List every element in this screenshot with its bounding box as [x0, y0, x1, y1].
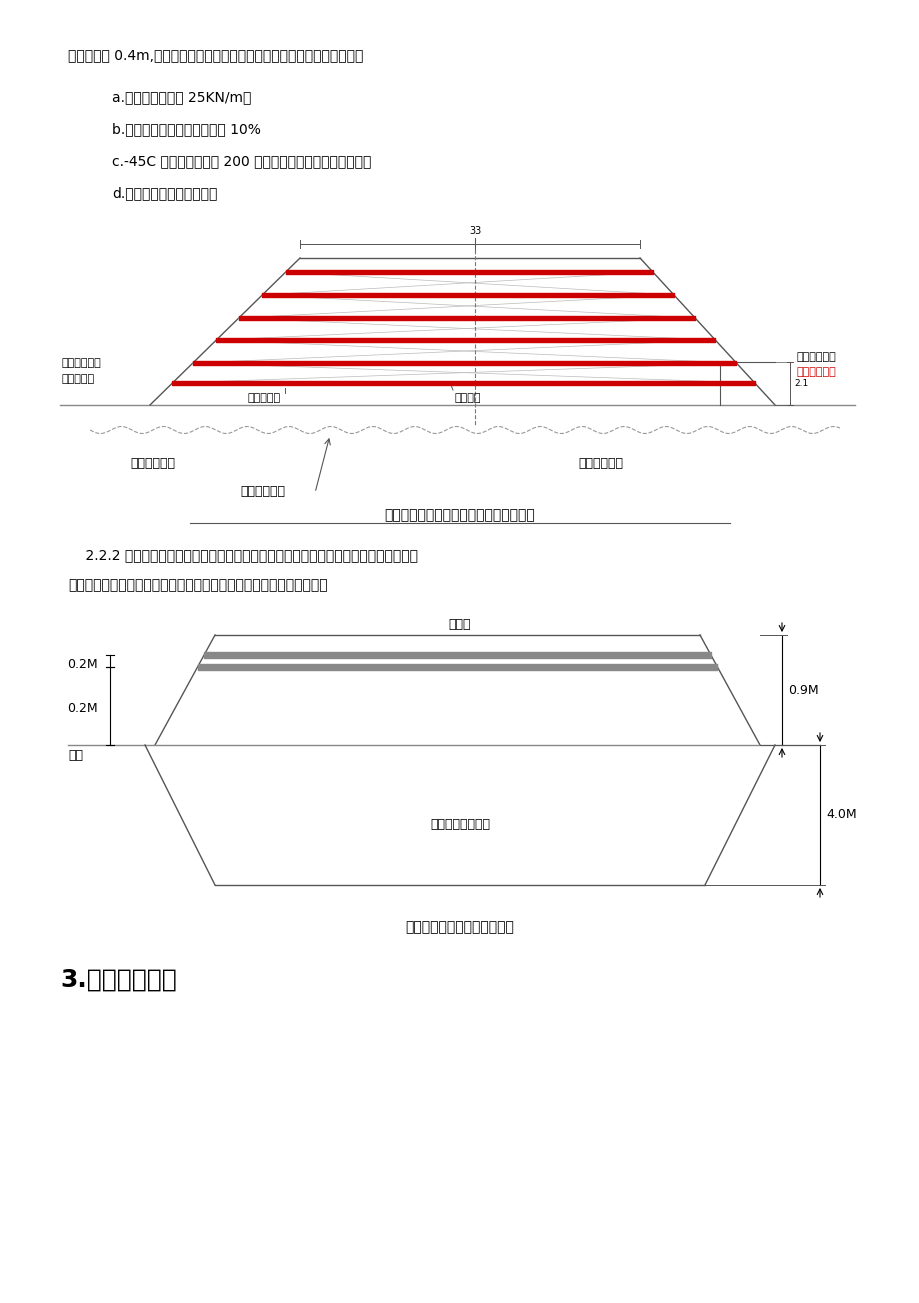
Text: 土工格栅: 土工格栅 — [455, 394, 481, 403]
Text: 挖方换填粗颗粒土: 挖方换填粗颗粒土 — [429, 818, 490, 831]
Text: 4.0M: 4.0M — [825, 808, 856, 821]
Text: 0.2M: 0.2M — [67, 702, 97, 715]
Text: d.具有长期的抗老化性能。: d.具有长期的抗老化性能。 — [112, 186, 217, 199]
Text: 2.1: 2.1 — [793, 378, 808, 387]
Text: c.-45C 低温下冻融循环 200 次抗拉强度不小于设计标准值；: c.-45C 低温下冻融循环 200 次抗拉强度不小于设计标准值； — [112, 154, 371, 168]
Text: 33: 33 — [469, 225, 481, 236]
Text: 地面: 地面 — [68, 749, 83, 762]
Text: 或填土护道: 或填土护道 — [62, 374, 95, 384]
Text: 力传入冻土层，引起冻土融化或上限下移，从而造成路基下沉或破坏。: 力传入冻土层，引起冻土融化或上限下移，从而造成路基下沉或破坏。 — [68, 579, 327, 592]
Text: 2.2.2 挤塑保温板：铺设保温板，目的是形成冻土隔热层，提高保温隔热效果，遗免热: 2.2.2 挤塑保温板：铺设保温板，目的是形成冻土隔热层，提高保温隔热效果，遗免… — [68, 549, 417, 562]
Text: 碎填片石护道: 碎填片石护道 — [62, 358, 102, 367]
Text: 高含冰量冻土: 高含冰量冻土 — [130, 457, 175, 470]
Text: 或填土护道一: 或填土护道一 — [796, 367, 836, 377]
Text: b.对应的最大拉伸应变不大于 10%: b.对应的最大拉伸应变不大于 10% — [112, 122, 261, 136]
Text: 细粒土填料: 细粒土填料 — [248, 394, 281, 403]
Text: 高含冰量冻土地区加筋路堤标准横断面图: 高含冰量冻土地区加筋路堤标准横断面图 — [384, 508, 535, 523]
Text: a.抗拉强度不小于 25KN/m；: a.抗拉强度不小于 25KN/m； — [112, 90, 251, 104]
Text: 高含冰量冻土: 高含冰量冻土 — [577, 457, 622, 470]
Text: 冻土天然上限: 冻土天然上限 — [240, 485, 285, 498]
Text: 路基面: 路基面 — [448, 618, 471, 631]
Text: 3.施工技术要点: 3.施工技术要点 — [60, 968, 176, 992]
Text: 碎填片石护道: 碎填片石护道 — [796, 352, 836, 362]
Text: 挤塑保温板铺设标准横断面图: 挤塑保温板铺设标准横断面图 — [405, 920, 514, 934]
Text: 层距路基面 0.4m,分为土工格栅和经编土工格栅两种。其各项设计参数为：: 层距路基面 0.4m,分为土工格栅和经编土工格栅两种。其各项设计参数为： — [68, 48, 363, 63]
Text: 0.9M: 0.9M — [788, 684, 818, 697]
Text: 0.2M: 0.2M — [67, 658, 97, 671]
